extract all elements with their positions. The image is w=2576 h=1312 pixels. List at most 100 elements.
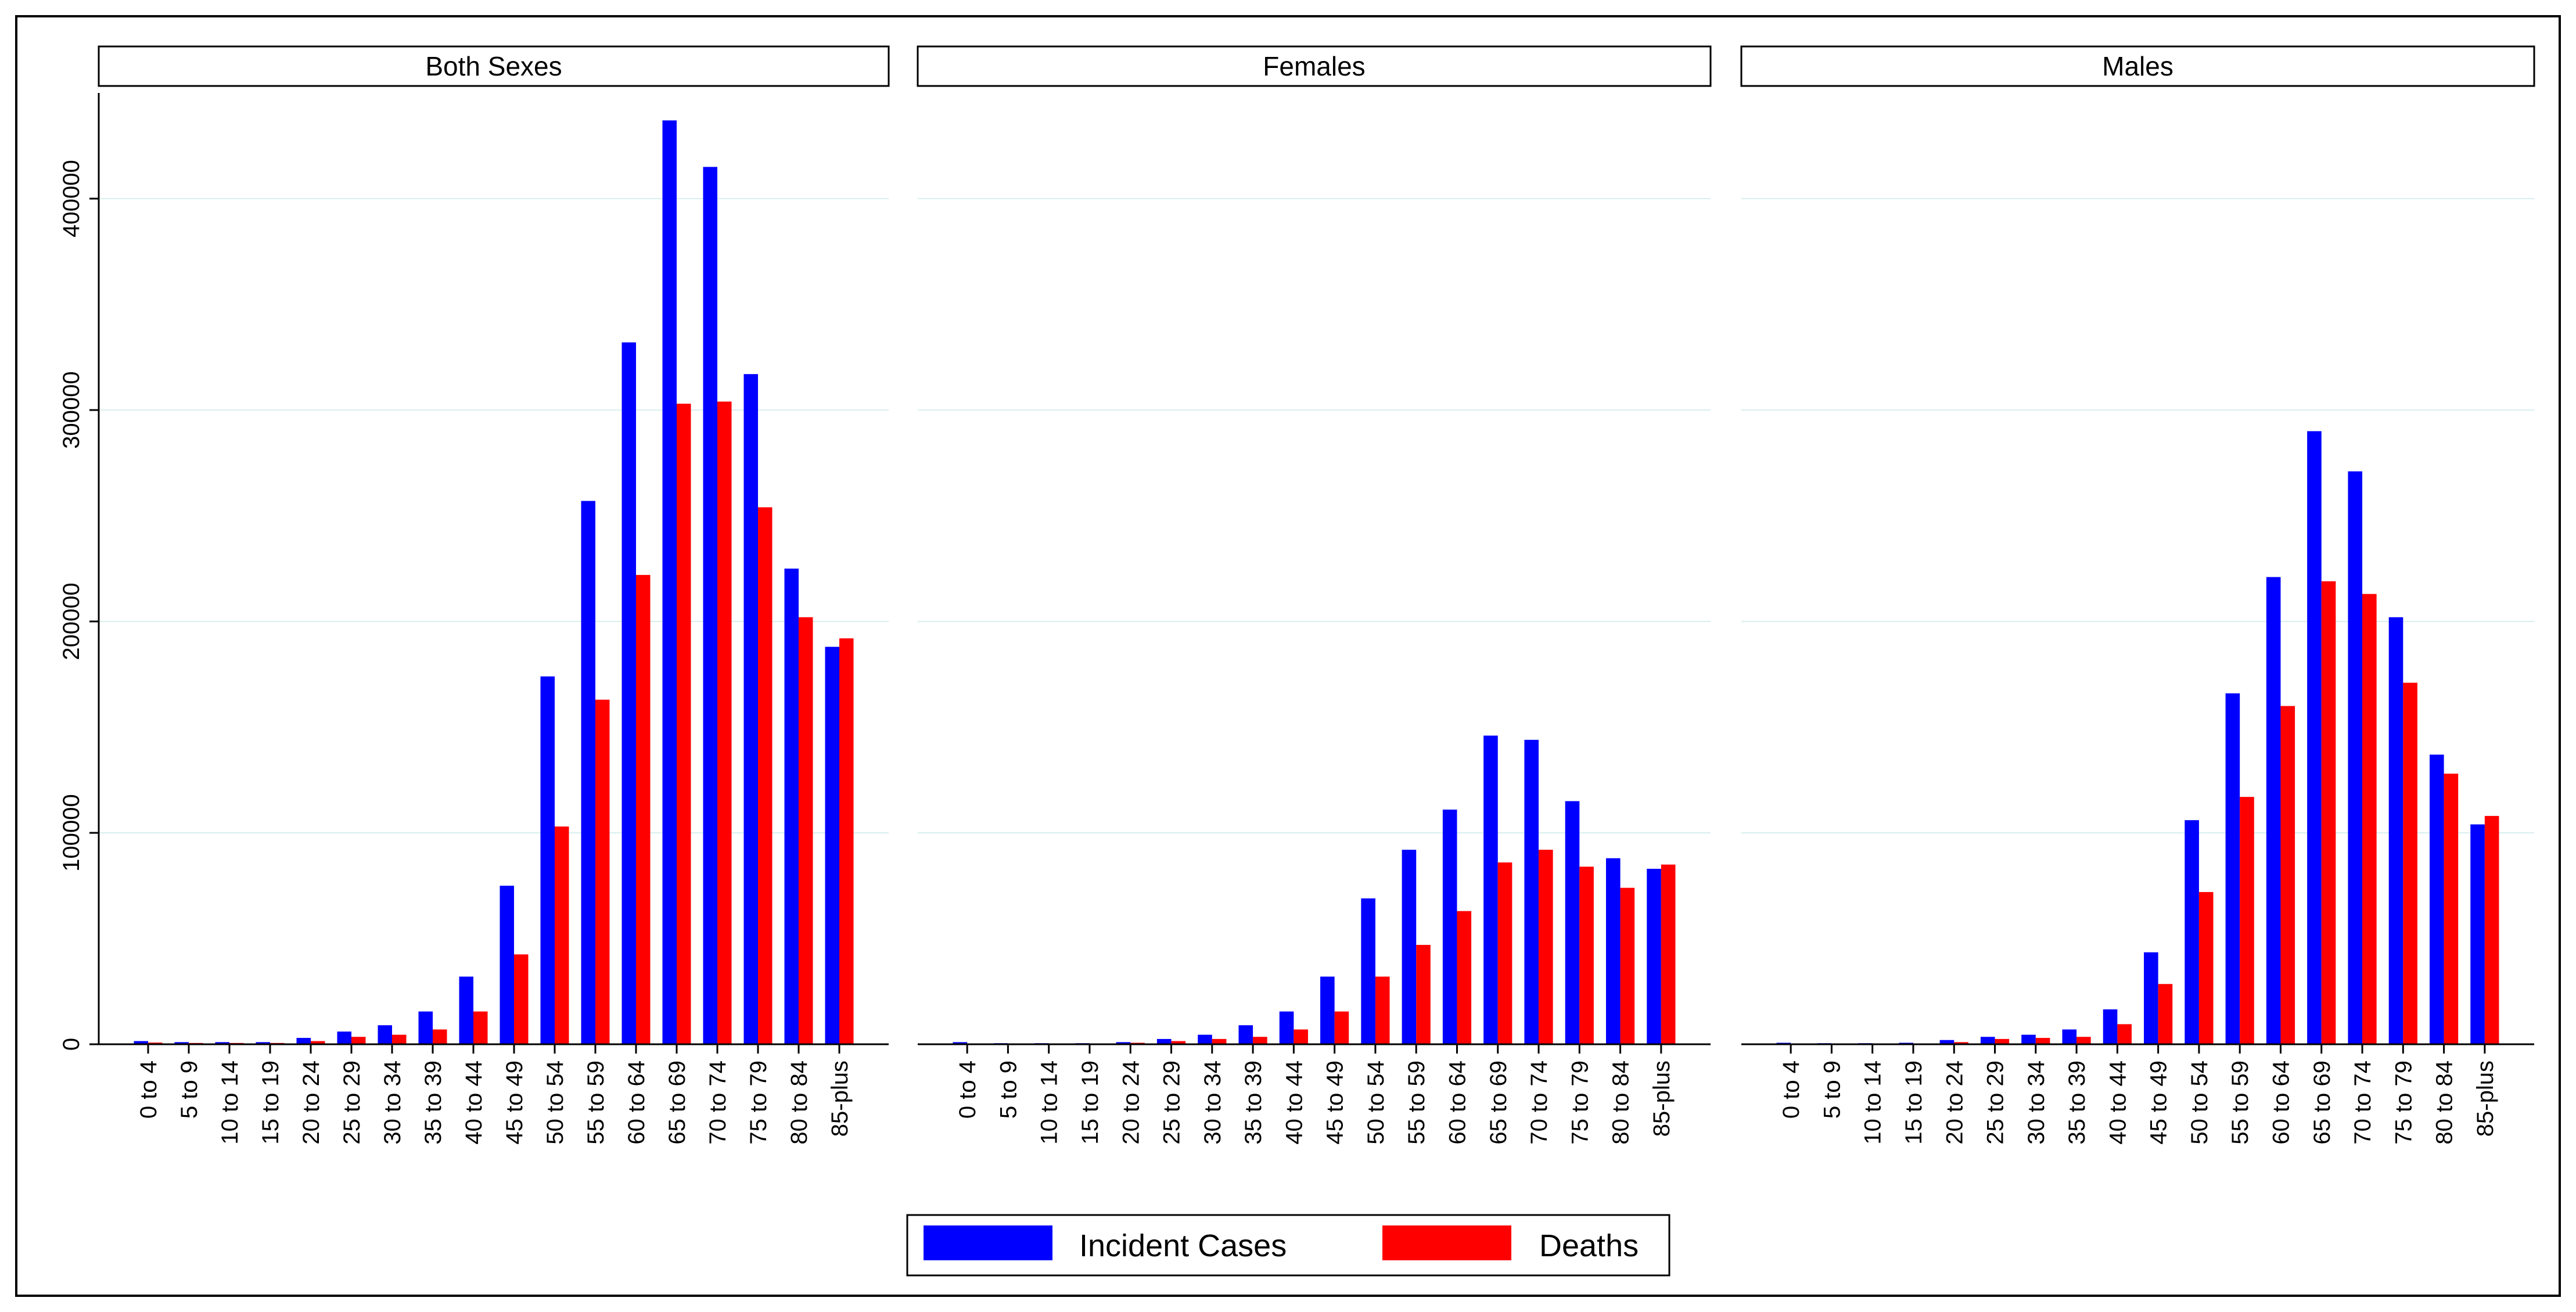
x-tick-label: 80 to 84: [2432, 1061, 2458, 1145]
bar-deaths: [636, 574, 651, 1044]
bar-deaths: [351, 1037, 366, 1044]
x-tick-label: 70 to 74: [705, 1061, 731, 1145]
bar-deaths: [1954, 1042, 1968, 1044]
bar-incident-cases: [743, 374, 758, 1044]
legend-swatch-incident-cases: [924, 1225, 1052, 1260]
bar-incident-cases: [2144, 952, 2158, 1044]
x-tick-label: 55 to 59: [1404, 1061, 1429, 1145]
x-tick-label: 35 to 39: [2064, 1061, 2090, 1145]
bar-incident-cases: [378, 1025, 392, 1044]
x-tick-label: 10 to 14: [217, 1061, 243, 1145]
bar-deaths: [758, 507, 773, 1044]
bar-incident-cases: [703, 167, 717, 1044]
bar-deaths: [2158, 984, 2173, 1044]
bar-deaths: [392, 1034, 407, 1044]
x-tick-label: 65 to 69: [664, 1061, 690, 1145]
bar-incident-cases: [1320, 976, 1335, 1044]
bar-incident-cases: [1116, 1042, 1131, 1044]
legend-swatch-deaths: [1382, 1225, 1511, 1260]
panels: Both Sexes 0 to 4 5 to 9 10 to 14 15 to 19 20…: [59, 45, 2535, 1145]
bar-incident-cases: [581, 501, 595, 1044]
bar-incident-cases: [825, 646, 839, 1044]
x-tick-label: 45 to 49: [2146, 1061, 2172, 1145]
bar-incident-cases: [1524, 739, 1539, 1044]
panel-both-sexes: Both Sexes 0 to 4 5 to 9 10 to 14 15 to 19 20…: [59, 45, 890, 1145]
bar-incident-cases: [784, 569, 799, 1044]
bar-incident-cases: [662, 120, 677, 1044]
bar-incident-cases: [1980, 1037, 1995, 1044]
bar-incident-cases: [2429, 754, 2444, 1044]
bar-deaths: [2403, 682, 2417, 1044]
bar-deaths: [1334, 1011, 1349, 1044]
bar-incident-cases: [1565, 801, 1580, 1044]
x-tick-label: 30 to 34: [1200, 1061, 1226, 1145]
x-tick-label: 20 to 24: [1942, 1061, 1967, 1145]
bar-incident-cases: [2062, 1029, 2077, 1044]
x-tick-label: 75 to 79: [1567, 1061, 1593, 1145]
panel-header-box: [98, 45, 890, 87]
x-tick-label: 55 to 59: [2227, 1061, 2253, 1145]
bar-incident-cases: [540, 676, 555, 1044]
x-tick-label: 25 to 29: [339, 1061, 365, 1145]
bar-deaths: [433, 1029, 447, 1044]
x-tick-label: 10 to 14: [1037, 1061, 1062, 1145]
bar-deaths: [1375, 976, 1390, 1044]
x-tick-label: 5 to 9: [996, 1061, 1021, 1119]
bar-incident-cases: [1156, 1038, 1172, 1044]
panel-title: Males: [2102, 51, 2173, 81]
bar-deaths: [2117, 1024, 2132, 1044]
x-tick-label: 70 to 74: [1526, 1061, 1552, 1145]
bar-incident-cases: [1647, 868, 1661, 1044]
x-tick-label: 60 to 64: [1445, 1061, 1470, 1145]
bar-incident-cases: [1442, 809, 1457, 1044]
bar-incident-cases: [2307, 431, 2322, 1044]
bar-deaths: [555, 826, 569, 1044]
bar-deaths: [839, 638, 854, 1044]
bar-deaths: [1497, 862, 1512, 1044]
bar-deaths: [2444, 774, 2459, 1044]
x-tick-label: 25 to 29: [1983, 1061, 2009, 1145]
x-tick-label: 20 to 24: [1118, 1061, 1144, 1145]
bar-deaths: [1212, 1038, 1227, 1044]
bar-incident-cases: [2388, 617, 2403, 1044]
x-tick-label: 60 to 64: [2268, 1061, 2294, 1145]
bar-incident-cases: [2225, 693, 2240, 1044]
x-tick-label: 0 to 4: [955, 1061, 980, 1119]
bar-incident-cases: [2021, 1034, 2036, 1044]
panel-title: Females: [1263, 51, 1365, 81]
x-tick-label: 10 to 14: [1860, 1061, 1886, 1145]
bar-deaths: [717, 401, 732, 1045]
x-tick-label: 25 to 29: [1159, 1061, 1185, 1145]
x-tick-label: 15 to 19: [1077, 1061, 1103, 1145]
x-tick-label: 30 to 34: [380, 1061, 405, 1145]
panel-header-box: [1740, 45, 2535, 87]
x-tick-label: 20 to 24: [299, 1061, 324, 1145]
bar-deaths: [799, 617, 813, 1044]
bar-deaths: [1253, 1037, 1267, 1044]
bar-deaths: [1171, 1041, 1186, 1044]
bar-incident-cases: [418, 1011, 433, 1044]
bar-deaths: [473, 1011, 488, 1044]
panel-header-box: [917, 45, 1712, 87]
x-tick-label: 50 to 54: [2187, 1061, 2212, 1145]
bar-deaths: [2035, 1038, 2050, 1044]
legend-label-deaths: Deaths: [1539, 1228, 1639, 1263]
bar-incident-cases: [621, 342, 636, 1044]
panel-males: Males 0 to 4 5 to 9 10 to 14 15 to 19 20 to 2…: [1740, 45, 2535, 1145]
bar-deaths: [1661, 864, 1676, 1044]
bar-incident-cases: [1198, 1034, 1212, 1044]
x-tick-label: 15 to 19: [1901, 1061, 1927, 1145]
bar-deaths: [2484, 815, 2499, 1044]
bar-deaths: [2280, 706, 2295, 1044]
bar-incident-cases: [1279, 1011, 1294, 1044]
legend-label-incident-cases: Incident Cases: [1079, 1228, 1287, 1263]
bar-incident-cases: [500, 886, 514, 1044]
bar-deaths: [311, 1041, 325, 1044]
x-tick-label: 60 to 64: [624, 1061, 649, 1145]
x-tick-label: 75 to 79: [746, 1061, 771, 1145]
x-tick-label: 75 to 79: [2391, 1061, 2416, 1145]
y-tick-label: 400000: [59, 160, 84, 237]
x-tick-label: 85-plus: [1649, 1061, 1675, 1137]
bar-deaths: [1579, 867, 1594, 1044]
bar-deaths: [2321, 581, 2336, 1044]
